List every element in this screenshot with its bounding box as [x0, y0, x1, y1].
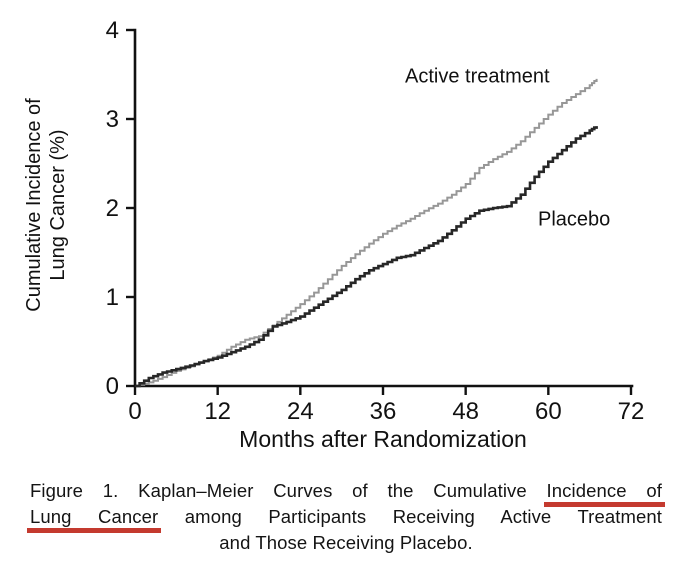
- y-tick-label: 4: [106, 17, 119, 44]
- caption-text: Figure 1. Kaplan–Meier Curves of the Cum…: [30, 480, 547, 501]
- x-tick-label: 60: [535, 398, 562, 425]
- series-label-active-treatment: Active treatment: [405, 65, 550, 87]
- y-tick-label: 1: [106, 284, 119, 311]
- x-tick-label: 0: [128, 398, 141, 425]
- caption-underlined-incidence-of: Incidence of: [543, 480, 665, 507]
- active-treatment-curve: [135, 78, 598, 387]
- caption-line-3: and Those Receiving Placebo.: [219, 532, 473, 553]
- y-axis-label-line-2: Lung Cancer (%): [47, 129, 69, 280]
- caption-line-2: Lung Cancer among Participants Receiving…: [27, 504, 662, 533]
- km-chart-svg: Cumulative Incidence of Lung Cancer (%) …: [23, 17, 645, 452]
- series-label-placebo: Placebo: [538, 209, 610, 231]
- y-tick-label: 2: [106, 195, 119, 222]
- x-axis-label: Months after Randomization: [239, 426, 527, 452]
- km-chart: Cumulative Incidence of Lung Cancer (%) …: [23, 17, 645, 452]
- caption-underlined-lung-cancer: Lung Cancer: [27, 506, 162, 533]
- caption-text: among Participants Receiving Active Trea…: [158, 506, 662, 527]
- figure-caption: Figure 1. Kaplan–Meier Curves of the Cum…: [27, 478, 665, 556]
- x-tick-label: 24: [287, 398, 314, 425]
- placebo-curve: [135, 126, 598, 388]
- y-tick-label: 0: [106, 373, 119, 400]
- x-tick-label: 72: [618, 398, 645, 425]
- y-axis-label-line-1: Cumulative Incidence of: [23, 98, 45, 312]
- x-tick-label: 36: [370, 398, 397, 425]
- x-tick-label: 12: [204, 398, 231, 425]
- y-tick-label: 3: [106, 106, 119, 133]
- caption-line-1: Figure 1. Kaplan–Meier Curves of the Cum…: [30, 478, 665, 507]
- x-tick-label: 48: [452, 398, 479, 425]
